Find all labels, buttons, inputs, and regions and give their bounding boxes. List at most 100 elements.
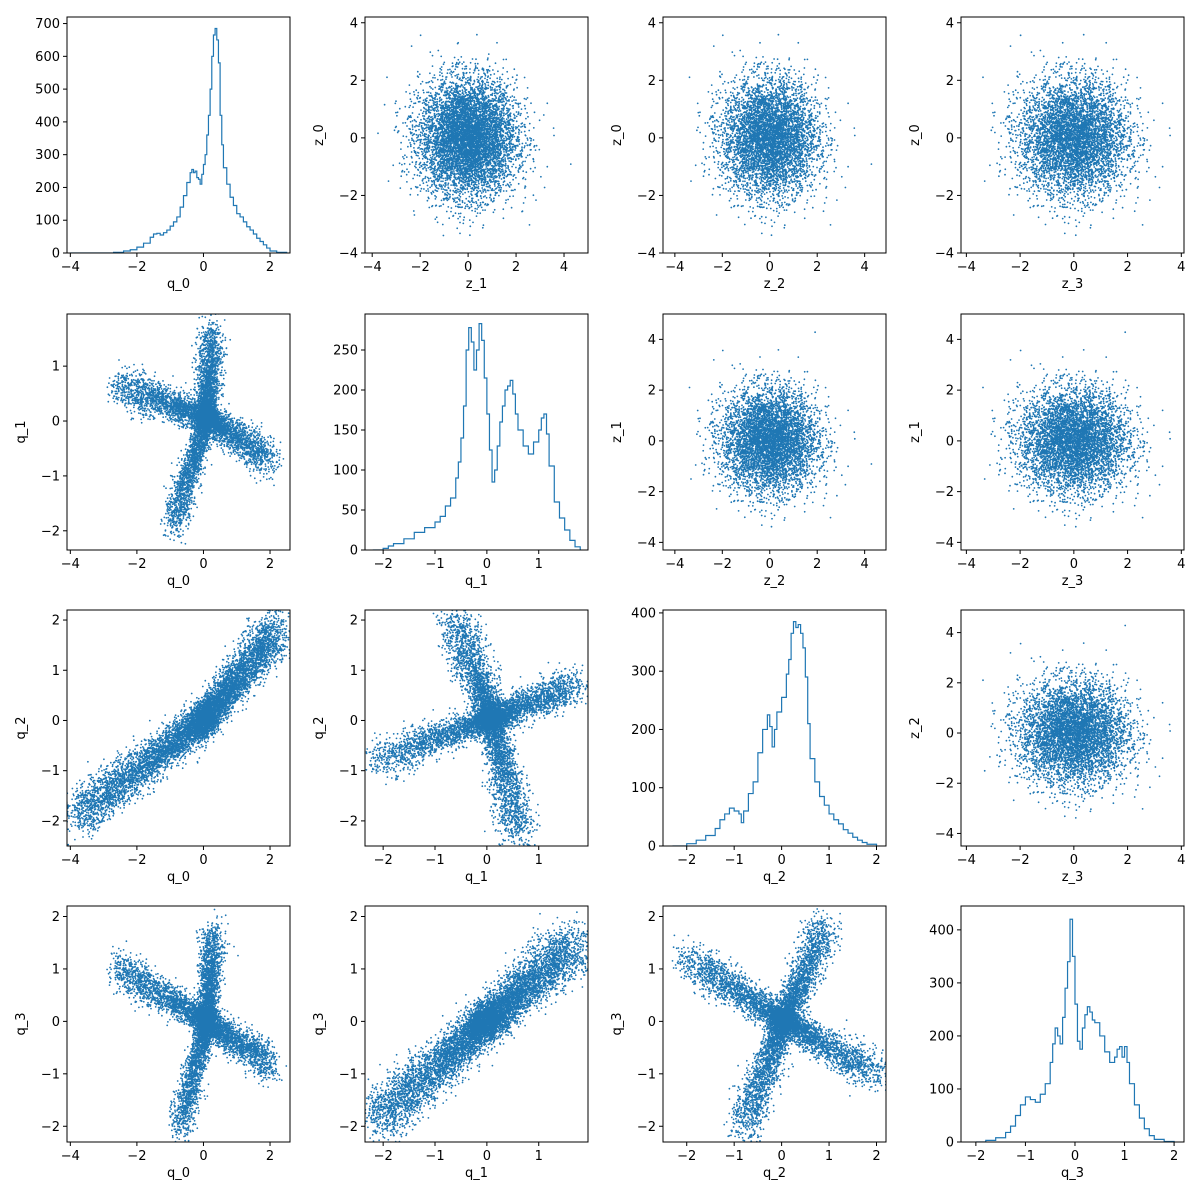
y-tick-label: 0 [946, 131, 954, 146]
y-tick-label: 500 [35, 83, 60, 98]
y-tick-label: −4 [637, 536, 656, 551]
scatter-point-marks [982, 331, 1190, 527]
scatter-point-marks [689, 331, 873, 527]
x-tick-label: 2 [872, 853, 880, 868]
x-tick-label: 0 [1070, 260, 1078, 275]
y-tick-label: 1 [648, 962, 656, 977]
x-axis-label: z_3 [1062, 277, 1084, 292]
y-axis-label: q_3 [312, 1012, 327, 1035]
x-tick-label: 0 [1070, 853, 1078, 868]
y-tick-label: 0 [52, 1015, 60, 1030]
y-tick-label: 1 [52, 360, 60, 375]
x-tick-label: 0 [483, 853, 491, 868]
x-axis-label: z_2 [764, 277, 786, 292]
x-tick-label: −2 [1011, 853, 1030, 868]
y-axis-label: z_0 [610, 124, 625, 146]
x-tick-label: 0 [199, 1149, 207, 1164]
y-tick-label: 200 [631, 723, 656, 738]
plot-area [689, 331, 873, 527]
x-tick-label: −4 [363, 260, 382, 275]
y-tick-label: 2 [946, 384, 954, 399]
x-tick-label: 1 [1120, 1149, 1128, 1164]
axes-frame [663, 610, 886, 846]
x-tick-label: 1 [535, 557, 543, 572]
x-axis-label: q_1 [465, 574, 488, 589]
y-tick-label: −2 [637, 1120, 656, 1135]
x-tick-label: −2 [411, 260, 430, 275]
y-axis-label: z_0 [908, 124, 923, 146]
x-tick-label: −2 [966, 1149, 985, 1164]
x-tick-label: 0 [766, 260, 774, 275]
x-tick-label: −4 [957, 853, 976, 868]
plot-area [350, 911, 613, 1152]
y-tick-label: 2 [350, 910, 358, 925]
y-tick-label: 0 [648, 1015, 656, 1030]
x-tick-label: 2 [1170, 1149, 1178, 1164]
y-tick-label: 4 [946, 626, 954, 641]
y-tick-label: 2 [648, 384, 656, 399]
scatter-point-marks [689, 14, 873, 236]
x-tick-label: −2 [127, 853, 146, 868]
x-tick-label: 0 [1070, 557, 1078, 572]
histogram-step-line [70, 28, 286, 253]
x-tick-label: 0 [483, 1149, 491, 1164]
x-tick-label: −1 [725, 1149, 744, 1164]
y-tick-label: −2 [41, 1120, 60, 1135]
x-axis-label: z_3 [1062, 574, 1084, 589]
scatter-point-marks [107, 310, 285, 544]
plot-area [976, 919, 1174, 1142]
plot-area [982, 331, 1190, 527]
x-tick-label: −2 [374, 557, 393, 572]
x-tick-label: −2 [1011, 260, 1030, 275]
y-tick-label: 200 [35, 181, 60, 196]
y-tick-label: 1 [350, 962, 358, 977]
scatter-points [362, 598, 597, 853]
y-tick-label: 400 [929, 923, 954, 938]
y-tick-label: −2 [935, 189, 954, 204]
y-tick-label: −2 [41, 524, 60, 539]
y-tick-label: 250 [333, 344, 358, 359]
x-tick-label: 2 [512, 260, 520, 275]
plot-area [106, 909, 287, 1152]
x-tick-label: 4 [560, 260, 568, 275]
y-tick-label: 300 [929, 976, 954, 991]
y-tick-label: 700 [35, 17, 60, 32]
x-axis-label: z_2 [764, 574, 786, 589]
y-tick-label: 0 [946, 1136, 954, 1151]
x-tick-label: −4 [61, 853, 80, 868]
y-tick-label: 200 [929, 1029, 954, 1044]
x-tick-label: −1 [425, 1149, 444, 1164]
x-tick-label: 1 [825, 853, 833, 868]
y-axis-label: q_1 [14, 420, 29, 443]
x-tick-label: 2 [266, 1149, 274, 1164]
y-tick-label: 0 [52, 415, 60, 430]
histogram-step-line [672, 622, 876, 846]
y-tick-label: −2 [935, 485, 954, 500]
scatter-point-marks [982, 625, 1190, 819]
y-tick-label: 150 [333, 424, 358, 439]
plot-area [377, 14, 572, 255]
y-tick-label: 600 [35, 50, 60, 65]
y-tick-label: 0 [648, 840, 656, 855]
x-tick-label: −1 [725, 853, 744, 868]
y-tick-label: −2 [935, 777, 954, 792]
histogram-step-line [373, 324, 580, 550]
x-tick-label: −2 [713, 557, 732, 572]
x-tick-label: −2 [677, 853, 696, 868]
scatter-points [689, 14, 873, 236]
scatter-points [377, 14, 572, 255]
scatter-point-marks [672, 900, 899, 1150]
x-axis-label: z_1 [466, 277, 488, 292]
y-tick-label: −2 [339, 814, 358, 829]
x-axis-label: q_1 [465, 870, 488, 885]
y-tick-label: −2 [637, 189, 656, 204]
y-tick-label: 4 [946, 333, 954, 348]
y-tick-label: 2 [52, 910, 60, 925]
x-tick-label: 4 [1177, 557, 1185, 572]
